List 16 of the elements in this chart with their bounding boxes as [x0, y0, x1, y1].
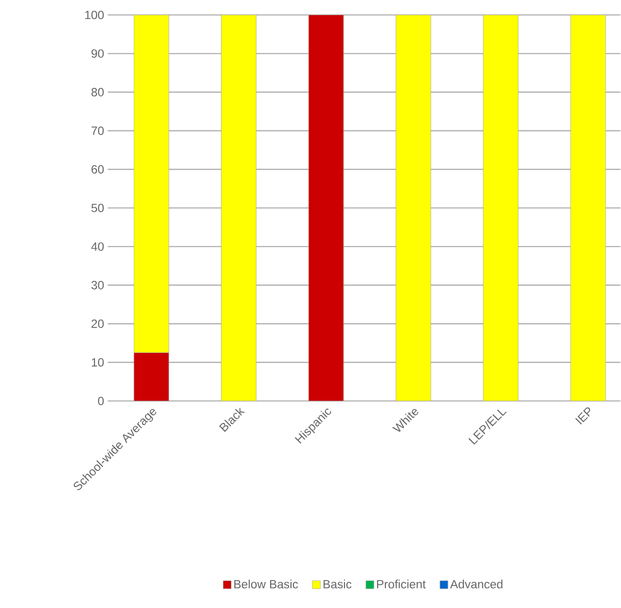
y-tick-label: 30: [91, 280, 104, 290]
legend-label: Below Basic: [234, 579, 298, 588]
x-tick-label: IEP: [575, 407, 590, 424]
y-tick-label: 20: [92, 319, 104, 328]
y-tick-label: 10: [92, 358, 104, 366]
legend-label: Proficient: [377, 579, 426, 588]
y-tick-label: 50: [91, 204, 104, 212]
legend-label: Advanced: [450, 579, 502, 588]
y-tick-label: 100: [85, 10, 104, 19]
y-tick-label: 90: [92, 49, 104, 58]
y-tick-label: 70: [92, 126, 104, 135]
y-tick-label: 60: [92, 164, 104, 174]
y-tick-label: 0: [98, 396, 104, 405]
y-tick-label: 40: [91, 242, 104, 251]
y-tick-label: 80: [91, 88, 104, 96]
legend-label: Basic: [324, 579, 352, 588]
